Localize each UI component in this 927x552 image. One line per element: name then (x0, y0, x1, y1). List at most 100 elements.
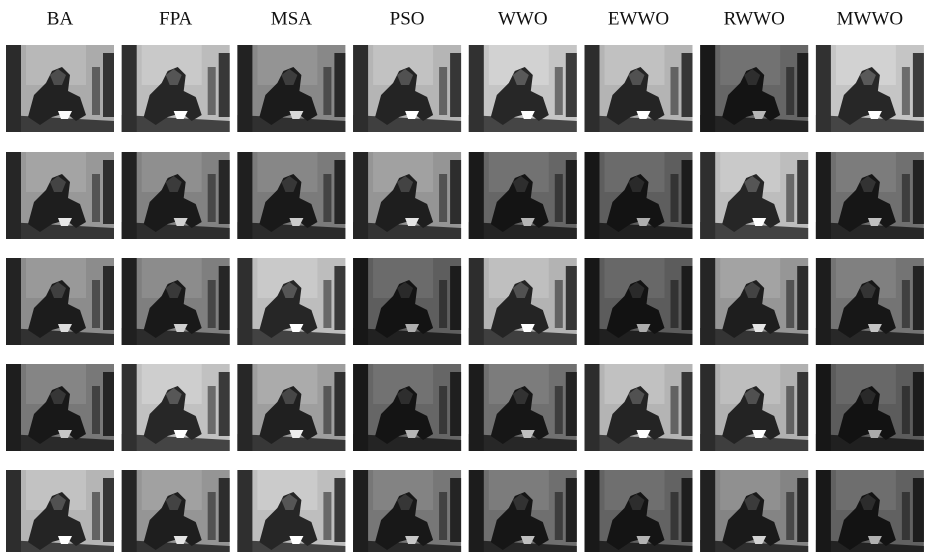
thumb-piece (208, 386, 216, 434)
thumb-piece (103, 478, 114, 542)
thumbnail (700, 364, 808, 451)
thumb-piece (797, 372, 808, 436)
thumb-piece (682, 478, 693, 542)
thumb-tree (353, 45, 368, 132)
thumb-piece (913, 266, 924, 330)
thumb-piece (439, 174, 447, 222)
thumb-piece (786, 386, 794, 434)
thumb-piece (555, 492, 563, 540)
thumb-tree (122, 258, 137, 345)
thumbnail (237, 470, 345, 552)
column-header: MWWO (837, 8, 903, 29)
thumb-piece (797, 266, 808, 330)
thumb-piece (682, 266, 693, 330)
thumb-piece (671, 67, 679, 115)
thumb-piece (913, 53, 924, 117)
column-header: WWO (498, 8, 548, 29)
thumb-tree (585, 364, 600, 451)
thumb-piece (786, 280, 794, 328)
thumb-piece (439, 386, 447, 434)
thumb-tree (700, 45, 715, 132)
thumb-tree (353, 152, 368, 239)
thumb-tree (237, 45, 252, 132)
thumb-piece (682, 53, 693, 117)
thumbnail (585, 364, 693, 451)
thumbnail (353, 152, 461, 239)
thumbnail (816, 364, 924, 451)
thumb-tree (122, 364, 137, 451)
thumb-piece (219, 372, 230, 436)
thumb-tree (700, 470, 715, 552)
thumb-piece (671, 386, 679, 434)
thumbnail (469, 258, 577, 345)
thumb-tree (585, 152, 600, 239)
thumb-piece (92, 386, 100, 434)
thumbnail (6, 258, 114, 345)
thumb-tree (122, 45, 137, 132)
thumb-piece (902, 174, 910, 222)
thumb-tree (816, 258, 831, 345)
thumb-tree (816, 470, 831, 552)
thumb-tree (237, 364, 252, 451)
column-header: PSO (390, 8, 425, 29)
thumb-piece (323, 174, 331, 222)
thumbnail (353, 258, 461, 345)
thumb-piece (103, 266, 114, 330)
thumb-piece (103, 53, 114, 117)
thumb-piece (92, 280, 100, 328)
thumbnail (816, 45, 924, 132)
thumb-piece (786, 67, 794, 115)
thumb-piece (797, 53, 808, 117)
thumb-piece (103, 160, 114, 224)
thumb-piece (682, 160, 693, 224)
thumbnail (6, 470, 114, 552)
thumb-tree (353, 364, 368, 451)
thumbnail (469, 152, 577, 239)
column-header: BA (47, 8, 74, 29)
thumb-piece (786, 174, 794, 222)
thumb-tree (6, 470, 21, 552)
thumbnail (122, 364, 230, 451)
thumb-piece (92, 492, 100, 540)
thumb-tree (700, 258, 715, 345)
thumb-piece (671, 174, 679, 222)
thumbnail (237, 45, 345, 132)
thumb-tree (585, 45, 600, 132)
thumbnail (122, 258, 230, 345)
thumb-piece (682, 372, 693, 436)
column-header: MSA (271, 8, 312, 29)
thumb-piece (323, 386, 331, 434)
thumbnail (585, 470, 693, 552)
thumb-piece (334, 478, 345, 542)
thumb-piece (450, 478, 461, 542)
thumbnail (353, 45, 461, 132)
thumbnail (353, 364, 461, 451)
thumb-piece (797, 478, 808, 542)
thumbnail (700, 45, 808, 132)
thumb-tree (469, 45, 484, 132)
thumb-piece (439, 67, 447, 115)
thumb-tree (816, 364, 831, 451)
thumb-piece (902, 386, 910, 434)
thumbnail (6, 152, 114, 239)
thumb-piece (555, 280, 563, 328)
thumbnail (237, 364, 345, 451)
thumb-piece (902, 280, 910, 328)
thumb-piece (334, 53, 345, 117)
thumbnail (122, 45, 230, 132)
thumb-piece (92, 67, 100, 115)
thumb-tree (816, 45, 831, 132)
thumb-piece (103, 372, 114, 436)
thumb-piece (208, 492, 216, 540)
thumb-tree (469, 364, 484, 451)
thumbnail (816, 152, 924, 239)
thumb-piece (334, 372, 345, 436)
thumb-piece (208, 174, 216, 222)
thumb-piece (913, 372, 924, 436)
thumb-tree (469, 152, 484, 239)
thumb-piece (208, 67, 216, 115)
column-header: FPA (159, 8, 192, 29)
thumb-piece (566, 478, 577, 542)
thumb-tree (469, 258, 484, 345)
thumb-piece (323, 492, 331, 540)
